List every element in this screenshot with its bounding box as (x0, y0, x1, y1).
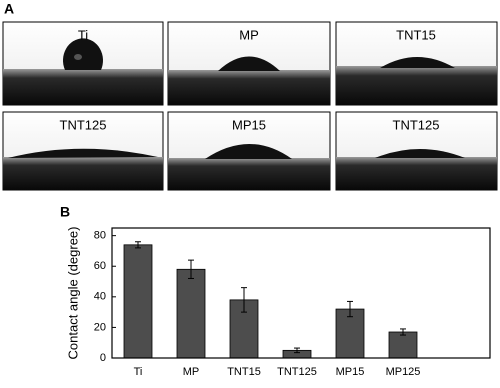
image-label: TNT125 (60, 117, 107, 132)
image-label: Ti (78, 27, 88, 42)
plot-frame (111, 227, 491, 359)
x-tick-label: Ti (134, 366, 143, 378)
bar (176, 268, 206, 359)
y-axis-label: Contact angle (degree) (65, 227, 80, 360)
image (335, 111, 498, 191)
image (2, 21, 164, 106)
bar (123, 244, 153, 359)
image-label: TNT15 (396, 27, 436, 42)
plot: 0 20 40 60 80 Ti MP TNT15 TNT125 MP15 MP125 (94, 230, 421, 378)
x-tick-label: TNT125 (277, 366, 317, 378)
y-tick-label: 0 (100, 352, 106, 364)
x-tick-label: MP125 (386, 366, 421, 378)
bar (388, 331, 418, 359)
x-tick-label: MP (183, 366, 200, 378)
image-label: TNT125 (393, 117, 440, 132)
panel-label: A (4, 1, 14, 17)
image (2, 111, 164, 191)
image-label: MP15 (232, 117, 266, 132)
image (167, 111, 331, 191)
image (335, 21, 498, 106)
y-tick-label: 20 (94, 321, 106, 333)
image-label: MP (239, 27, 259, 42)
image (167, 21, 331, 106)
y-tick-label: 60 (94, 260, 106, 272)
x-tick-label: MP15 (336, 366, 365, 378)
bar (335, 308, 365, 359)
x-tick-label: TNT15 (227, 366, 261, 378)
y-tick-label: 40 (94, 291, 106, 303)
panel-label: B (60, 204, 70, 220)
y-tick-label: 80 (94, 230, 106, 242)
